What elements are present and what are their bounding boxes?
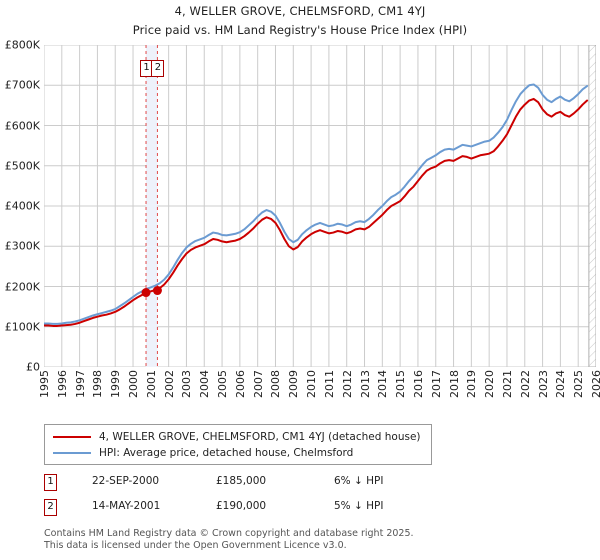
y-axis-tick: £700K xyxy=(4,78,40,92)
x-axis-tick: 2021 xyxy=(500,370,514,398)
price-history-chart xyxy=(44,45,596,367)
legend-entry-hpi: HPI: Average price, detached house, Chel… xyxy=(53,445,423,461)
x-axis-tick: 2019 xyxy=(465,370,479,398)
x-axis-tick: 2023 xyxy=(536,370,550,398)
y-axis-labels: £0 £100K £200K £300K £400K £500K £600K £700K £80… xyxy=(0,39,40,374)
copyright-line: Contains HM Land Registry data © Crown c… xyxy=(44,528,414,539)
chart-legend: 4, WELLER GROVE, CHELMSFORD, CM1 4YJ (de… xyxy=(44,424,432,465)
x-axis-tick: 2020 xyxy=(483,370,497,398)
transaction-date: 22-SEP-2000 xyxy=(92,475,160,487)
x-axis-tick: 2010 xyxy=(305,370,319,398)
x-axis-tick: 1995 xyxy=(38,370,51,398)
chart-plot-area xyxy=(44,45,596,367)
x-axis-tick: 2004 xyxy=(198,370,212,398)
table-row: 2 14-MAY-2001 £190,000 5% ↓ HPI xyxy=(44,497,464,522)
x-axis-tick: 2009 xyxy=(287,370,301,398)
x-axis-tick: 2011 xyxy=(322,370,336,398)
x-axis-tick: 2007 xyxy=(251,370,265,398)
x-axis-tick: 2016 xyxy=(411,370,425,398)
y-axis-tick: £100K xyxy=(4,320,40,334)
x-axis-tick: 1997 xyxy=(73,370,87,398)
y-axis-tick: £400K xyxy=(4,199,40,213)
licence-line: This data is licensed under the Open Gov… xyxy=(44,539,347,551)
y-axis-tick: £500K xyxy=(4,159,40,173)
legend-label-hpi: HPI: Average price, detached house, Chel… xyxy=(99,447,354,459)
chart-header: 4, WELLER GROVE, CHELMSFORD, CM1 4YJ Pri… xyxy=(0,0,600,37)
legend-swatch-property xyxy=(53,436,91,438)
y-axis-tick: £600K xyxy=(4,119,40,132)
legend-label-property: 4, WELLER GROVE, CHELMSFORD, CM1 4YJ (de… xyxy=(99,431,421,443)
x-axis-tick: 2003 xyxy=(180,370,194,398)
x-axis-tick: 2001 xyxy=(144,370,158,398)
transaction-price: £185,000 xyxy=(216,475,267,487)
x-axis-tick: 2012 xyxy=(340,370,354,398)
x-axis-tick: 1996 xyxy=(55,370,69,398)
x-axis-tick: 2015 xyxy=(394,370,408,398)
transaction-price: £190,000 xyxy=(216,500,267,512)
transactions-table: 1 22-SEP-2000 £185,000 6% ↓ HPI 2 14-MAY… xyxy=(44,472,464,522)
transaction-index-badge: 2 xyxy=(44,499,57,516)
y-axis-tick: £800K xyxy=(4,38,40,52)
transaction-hpi-delta: 6% ↓ HPI xyxy=(334,475,384,487)
x-axis-tick: 2025 xyxy=(572,370,586,398)
x-axis-tick: 2008 xyxy=(269,370,283,398)
transaction-date: 14-MAY-2001 xyxy=(92,500,161,512)
x-axis-tick: 1998 xyxy=(91,370,105,398)
x-axis-tick: 2013 xyxy=(358,370,372,398)
x-axis-tick: 1999 xyxy=(109,370,123,398)
attribution-footer: Contains HM Land Registry data © Crown c… xyxy=(44,528,584,551)
x-axis-tick: 2017 xyxy=(429,370,443,398)
x-axis-tick: 2014 xyxy=(376,370,390,398)
transaction-index-badge: 1 xyxy=(44,474,57,491)
x-axis-tick: 2000 xyxy=(127,370,141,398)
x-axis-tick: 2022 xyxy=(518,370,532,398)
chart-marker-badge: 2 xyxy=(151,60,165,77)
x-axis-labels: 1995 1996 1997 1998 1999 2000 2001 2002 2003 2004… xyxy=(38,370,600,414)
x-axis-tick: 2026 xyxy=(590,370,600,398)
legend-entry-property: 4, WELLER GROVE, CHELMSFORD, CM1 4YJ (de… xyxy=(53,429,423,445)
y-axis-tick: £200K xyxy=(4,280,40,293)
y-axis-tick: £0 xyxy=(26,360,40,374)
table-row: 1 22-SEP-2000 £185,000 6% ↓ HPI xyxy=(44,472,464,497)
x-axis-tick: 2002 xyxy=(162,370,176,398)
x-axis-tick: 2024 xyxy=(554,370,568,398)
x-axis-tick: 2018 xyxy=(447,370,461,398)
transaction-hpi-delta: 5% ↓ HPI xyxy=(334,500,384,512)
page-title: 4, WELLER GROVE, CHELMSFORD, CM1 4YJ xyxy=(174,4,426,18)
y-axis-tick: £300K xyxy=(4,239,40,253)
x-axis-tick: 2006 xyxy=(233,370,247,398)
page-subtitle: Price paid vs. HM Land Registry's House … xyxy=(132,23,468,37)
legend-swatch-hpi xyxy=(53,452,91,454)
x-axis-tick: 2005 xyxy=(216,370,230,398)
